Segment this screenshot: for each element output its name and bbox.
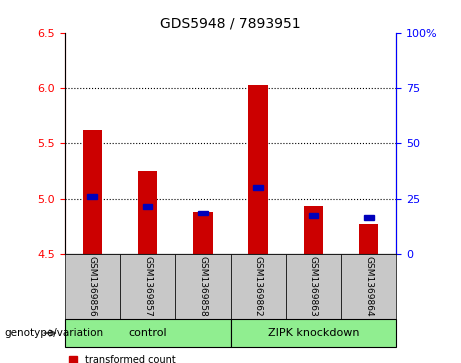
Bar xyxy=(364,215,374,220)
Text: GSM1369864: GSM1369864 xyxy=(364,256,373,317)
Text: control: control xyxy=(128,328,167,338)
Title: GDS5948 / 7893951: GDS5948 / 7893951 xyxy=(160,16,301,30)
Bar xyxy=(142,204,153,209)
Bar xyxy=(304,207,323,254)
Bar xyxy=(308,213,319,217)
Text: ZIPK knockdown: ZIPK knockdown xyxy=(268,328,359,338)
Text: GSM1369856: GSM1369856 xyxy=(88,256,97,317)
Bar xyxy=(87,194,97,199)
Bar xyxy=(253,185,263,190)
Text: GSM1369862: GSM1369862 xyxy=(254,256,263,317)
Bar xyxy=(83,130,102,254)
Bar xyxy=(248,85,268,254)
Text: GSM1369857: GSM1369857 xyxy=(143,256,152,317)
Text: GSM1369858: GSM1369858 xyxy=(198,256,207,317)
Bar xyxy=(193,212,213,254)
Bar xyxy=(359,224,378,254)
Legend: transformed count, percentile rank within the sample: transformed count, percentile rank withi… xyxy=(70,355,250,363)
Bar xyxy=(138,171,157,254)
Text: GSM1369863: GSM1369863 xyxy=(309,256,318,317)
Text: genotype/variation: genotype/variation xyxy=(5,328,104,338)
Bar xyxy=(198,211,208,215)
